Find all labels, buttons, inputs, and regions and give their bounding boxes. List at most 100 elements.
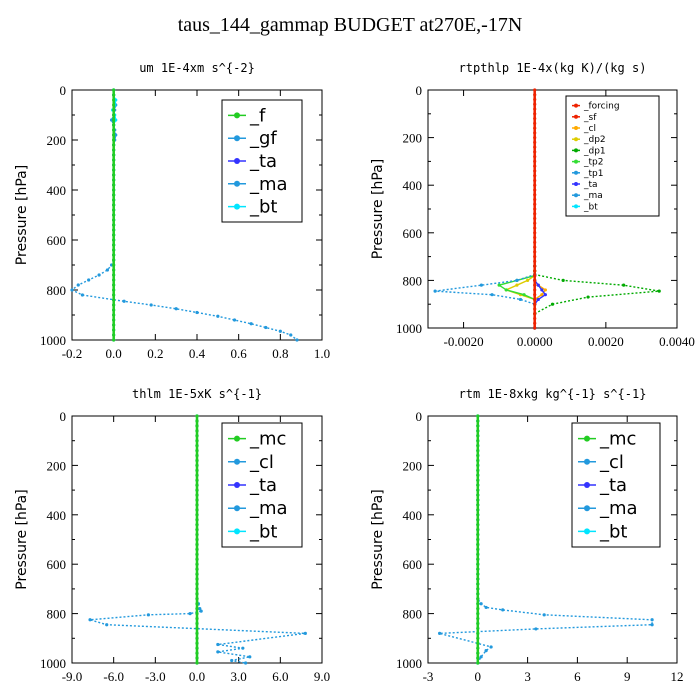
legend-label: _cl — [249, 452, 274, 473]
data-point — [195, 651, 199, 655]
data-point — [476, 607, 480, 611]
x-tick-label: -0.0020 — [444, 334, 484, 349]
legend-marker — [584, 482, 590, 488]
data-point — [112, 208, 116, 212]
data-point — [533, 231, 537, 235]
data-point — [112, 133, 116, 137]
legend-marker — [584, 458, 590, 465]
data-point — [476, 567, 480, 571]
x-tick-label: 1.0 — [314, 346, 330, 361]
data-point — [533, 107, 537, 111]
data-point — [522, 293, 526, 297]
data-point — [112, 298, 116, 302]
data-point — [489, 645, 493, 649]
data-point — [195, 621, 199, 626]
data-point — [195, 631, 199, 635]
data-point — [112, 273, 116, 277]
x-tick-label: -9.0 — [62, 669, 83, 684]
data-point — [112, 283, 116, 287]
data-point — [476, 444, 480, 448]
y-tick-label: 0 — [416, 83, 423, 98]
legend-label: _ta — [583, 180, 598, 190]
x-tick-label: 0.0 — [106, 346, 122, 361]
data-point — [533, 283, 537, 287]
data-point — [195, 612, 199, 616]
data-point — [112, 123, 116, 127]
y-tick-label: 800 — [47, 283, 67, 298]
legend-label: _mc — [249, 429, 286, 450]
data-point — [195, 646, 199, 650]
data-point — [476, 537, 480, 542]
data-point — [533, 164, 537, 168]
data-point — [112, 243, 116, 247]
data-point — [543, 293, 547, 297]
y-tick-label: 200 — [403, 131, 423, 146]
data-point — [195, 656, 199, 660]
data-point — [504, 288, 508, 292]
data-point — [112, 128, 116, 132]
data-point — [490, 293, 494, 297]
data-point — [476, 636, 480, 640]
data-point — [540, 293, 544, 297]
data-point — [112, 278, 116, 282]
data-point — [195, 567, 199, 571]
data-point — [230, 658, 234, 663]
data-point — [195, 439, 199, 443]
data-point — [533, 226, 537, 230]
data-point — [70, 288, 74, 292]
data-point — [476, 448, 480, 453]
data-point — [195, 483, 199, 487]
data-point — [534, 627, 538, 631]
data-point — [105, 268, 110, 272]
x-tick-label: 6.0 — [272, 669, 288, 684]
data-point — [112, 233, 116, 237]
x-tick-label: 3 — [524, 669, 531, 684]
data-point — [195, 310, 199, 315]
data-point — [241, 646, 245, 650]
data-point — [112, 103, 116, 107]
data-point — [533, 235, 537, 240]
legend-marker — [574, 103, 578, 108]
data-point — [476, 473, 480, 477]
data-point — [533, 102, 537, 106]
y-tick-label: 200 — [47, 133, 67, 148]
data-point — [195, 478, 199, 482]
data-point — [195, 616, 199, 621]
data-point — [112, 248, 116, 252]
data-point — [533, 155, 537, 159]
data-point — [476, 483, 480, 487]
data-point — [533, 97, 537, 102]
legend-marker — [584, 505, 590, 512]
data-point — [112, 188, 116, 192]
data-point — [550, 302, 555, 306]
data-point — [112, 193, 116, 197]
data-point — [476, 587, 480, 591]
data-point — [112, 263, 116, 267]
data-point — [112, 333, 116, 337]
data-point — [536, 283, 540, 287]
data-point — [112, 108, 116, 112]
data-point — [195, 582, 199, 586]
data-point — [476, 582, 480, 586]
data-point — [112, 228, 116, 232]
legend-marker — [234, 180, 240, 187]
panel-title: um 1E-4xm s^{-2} — [139, 61, 255, 75]
data-point — [476, 513, 480, 517]
data-point — [195, 414, 199, 418]
legend-label: _ma — [583, 191, 603, 201]
data-point — [586, 295, 590, 299]
data-point — [112, 158, 116, 162]
data-point — [198, 607, 202, 611]
data-point — [476, 597, 480, 601]
data-point — [195, 587, 199, 591]
data-point — [112, 88, 116, 92]
data-point — [476, 424, 480, 428]
figure-title: taus_144_gammap BUDGET at270E,-17N — [177, 14, 523, 36]
data-point — [476, 612, 480, 616]
x-tick-label: -3.0 — [145, 669, 166, 684]
data-point — [174, 307, 178, 311]
data-point — [533, 188, 537, 192]
data-point — [657, 289, 661, 293]
data-point — [112, 113, 116, 117]
data-point — [195, 419, 199, 423]
